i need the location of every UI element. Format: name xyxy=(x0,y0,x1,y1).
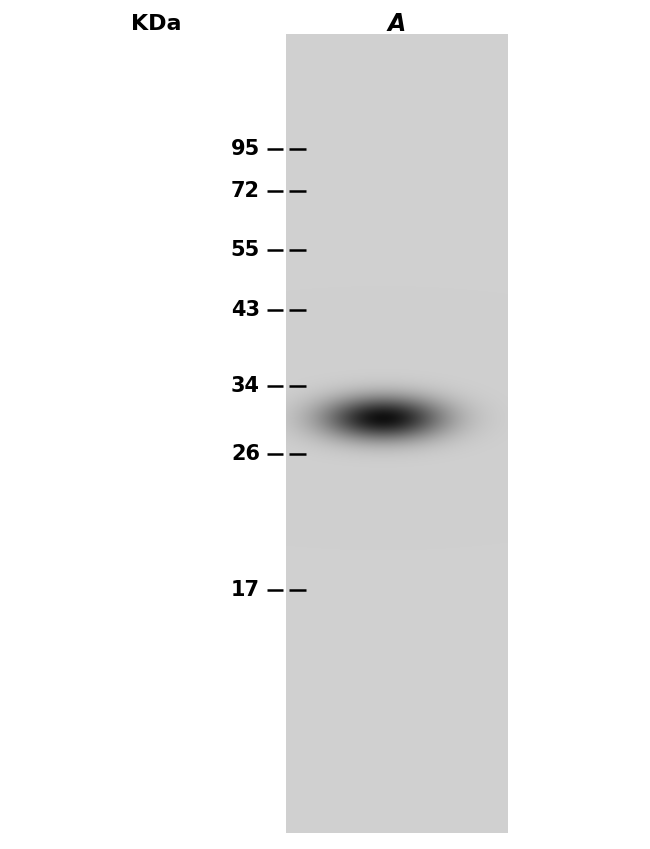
Text: 95: 95 xyxy=(231,138,260,159)
Text: 72: 72 xyxy=(231,181,260,201)
Text: KDa: KDa xyxy=(131,14,181,34)
Text: 34: 34 xyxy=(231,376,260,396)
Text: 55: 55 xyxy=(231,240,260,261)
Text: 26: 26 xyxy=(231,444,260,464)
Bar xyxy=(286,34,507,832)
Text: 17: 17 xyxy=(231,580,260,600)
Text: A: A xyxy=(387,12,406,36)
Text: 43: 43 xyxy=(231,300,260,320)
